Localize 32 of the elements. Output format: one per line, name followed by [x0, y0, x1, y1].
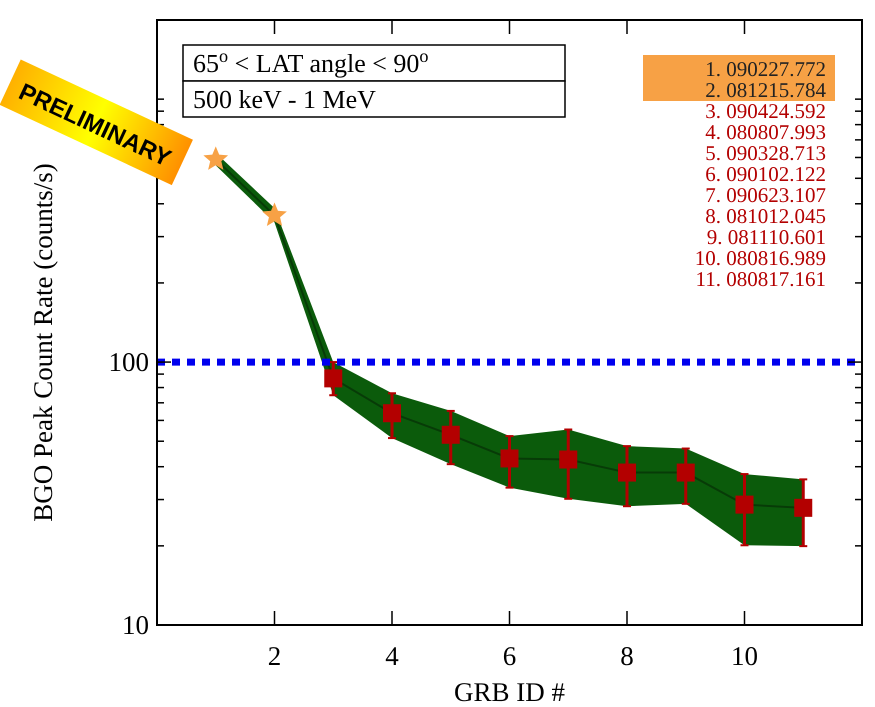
- point: [262, 202, 287, 226]
- annotation: 500 keV - 1 MeV: [193, 85, 376, 114]
- x-tick-label: 4: [385, 641, 400, 671]
- y-axis-title: BGO Peak Count Rate (counts/s): [28, 163, 58, 522]
- point: [383, 404, 401, 422]
- annotation: 65$^{o}$ < LAT angle < 90$^{o}$: [193, 46, 429, 78]
- y-tick-label: 100: [108, 347, 149, 378]
- point: [736, 496, 754, 514]
- annotation: 7. 090623.107: [705, 183, 826, 207]
- annotation: 5. 090328.713: [705, 141, 826, 165]
- point: [618, 464, 636, 482]
- annotation: 10. 080816.989: [694, 246, 826, 270]
- annotation: 2. 081215.784: [705, 78, 826, 102]
- annotation: 9. 081110.601: [706, 225, 826, 249]
- x-tick-label: 10: [731, 641, 758, 671]
- annotation: 1. 090227.772: [705, 57, 826, 81]
- point: [794, 498, 812, 517]
- x-tick-label: 6: [502, 641, 516, 671]
- x-tick-label: 8: [620, 641, 634, 671]
- point: [500, 449, 518, 468]
- annotation: 8. 081012.045: [705, 204, 826, 228]
- x-tick-label: 2: [268, 641, 282, 671]
- point: [442, 426, 460, 444]
- annotation: 3. 090424.592: [705, 99, 826, 123]
- annotation: 6. 090102.122: [705, 162, 826, 186]
- point: [559, 450, 578, 469]
- annotation: 11. 080817.161: [696, 267, 826, 291]
- annotation: 4. 080807.993: [705, 120, 826, 144]
- point: [676, 464, 695, 482]
- x-axis-title: GRB ID #: [454, 677, 566, 707]
- point: [203, 146, 228, 170]
- point: [324, 369, 342, 388]
